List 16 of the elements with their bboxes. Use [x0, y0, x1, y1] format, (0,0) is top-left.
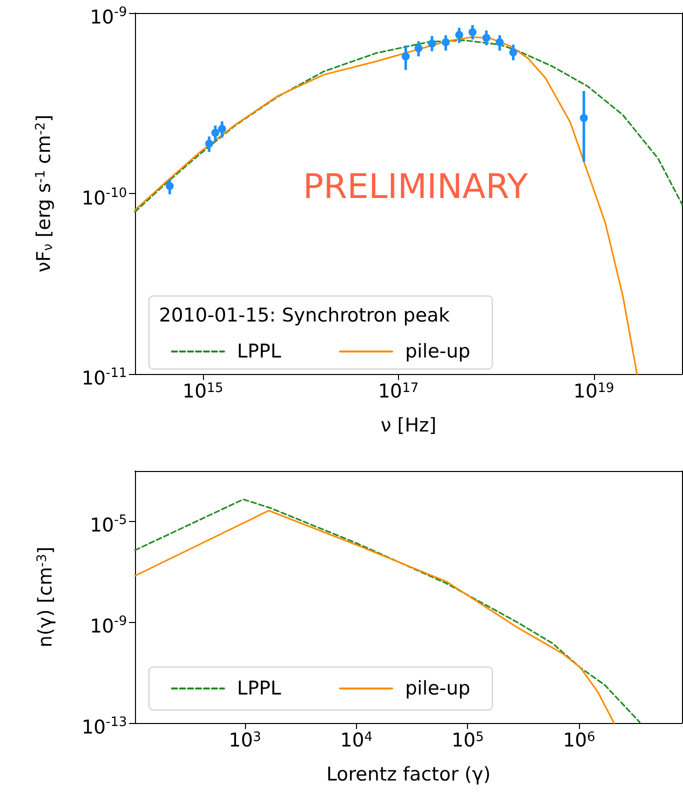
- y-axis-title: n(γ) [cm-3]: [34, 546, 56, 648]
- y-tick-label: 10$^{-13}$: [82, 714, 127, 740]
- y-tick-label: 10$^{-9}$: [90, 4, 127, 30]
- legend-title: 2010-01-15: Synchrotron peak: [159, 304, 450, 326]
- y-axis-title: νFν [erg s-1 cm-2]: [33, 114, 56, 272]
- x-axis-title: ν [Hz]: [380, 414, 436, 436]
- legend-label: pile-up: [405, 678, 470, 700]
- y-tick-label: 10$^{-10}$: [82, 184, 127, 210]
- y-tick-label: 10$^{-5}$: [90, 512, 127, 538]
- legend-label: LPPL: [237, 340, 282, 362]
- legend-label: LPPL: [237, 678, 282, 700]
- y-tick-label: 10$^{-11}$: [82, 365, 127, 390]
- y-tick-label: 10$^{-9}$: [90, 613, 127, 639]
- legend-label: pile-up: [405, 340, 470, 362]
- x-axis-title: Lorentz factor (γ): [326, 764, 491, 786]
- annotation: PRELIMINARY: [303, 167, 528, 207]
